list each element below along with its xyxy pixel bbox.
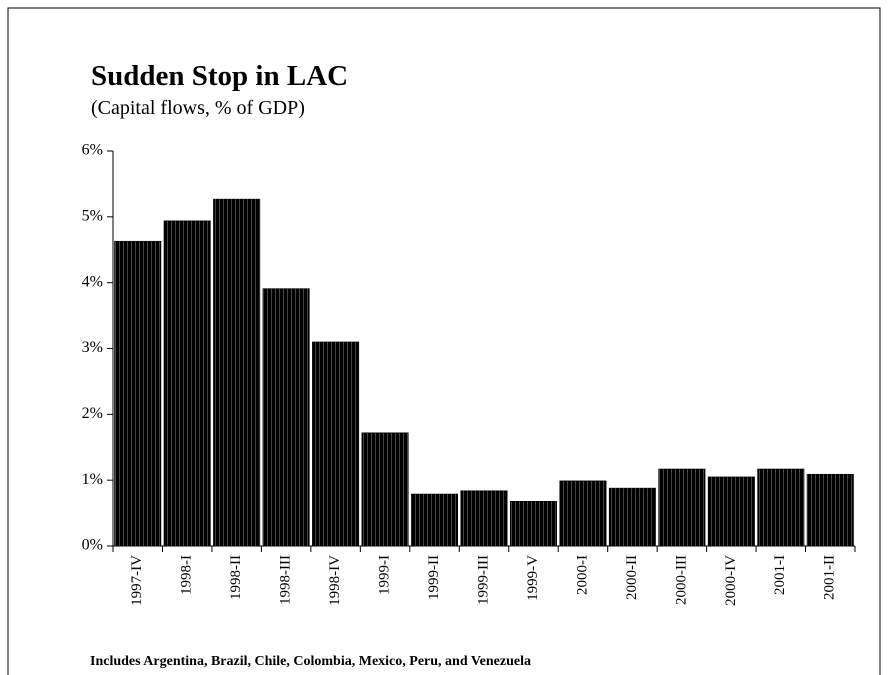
bar bbox=[262, 288, 310, 547]
y-tick-label: 2% bbox=[82, 405, 103, 422]
x-tick-label: 2000-II bbox=[624, 555, 640, 600]
x-tick-label: 2000-I bbox=[574, 555, 590, 595]
chart-title: Sudden Stop in LAC bbox=[91, 60, 348, 92]
bar bbox=[509, 500, 557, 547]
bar bbox=[114, 240, 162, 547]
bar bbox=[608, 487, 656, 547]
bar bbox=[658, 468, 706, 547]
x-tick-label: 1997-IV bbox=[129, 555, 145, 606]
x-tick-label: 2000-III bbox=[673, 555, 689, 605]
x-tick-label: 2000-IV bbox=[723, 555, 739, 606]
x-tick-label: 1999-I bbox=[377, 555, 393, 595]
y-tick-label: 0% bbox=[82, 537, 103, 554]
bar bbox=[411, 493, 459, 547]
frame bbox=[7, 7, 881, 675]
x-tick-label: 1998-IV bbox=[327, 555, 343, 606]
bar bbox=[312, 341, 360, 547]
y-tick-label: 5% bbox=[82, 208, 103, 225]
x-tick-label: 1999-V bbox=[525, 555, 541, 601]
bar bbox=[806, 473, 854, 547]
x-tick-label: 1998-III bbox=[278, 555, 294, 605]
y-tick-label: 3% bbox=[82, 339, 103, 356]
x-tick-label: 2001-II bbox=[822, 555, 838, 600]
x-tick-label: 2001-I bbox=[772, 555, 788, 595]
bar bbox=[163, 220, 211, 547]
bar bbox=[213, 198, 261, 547]
y-tick-label: 6% bbox=[82, 142, 103, 159]
bar bbox=[460, 490, 508, 547]
y-tick-label: 1% bbox=[82, 471, 103, 488]
x-tick-label: 1999-II bbox=[426, 555, 442, 600]
bar bbox=[707, 476, 755, 547]
x-tick-label: 1999-III bbox=[475, 555, 491, 605]
footnote: Includes Argentina, Brazil, Chile, Colom… bbox=[90, 654, 531, 669]
bar bbox=[559, 480, 607, 547]
bar bbox=[361, 432, 409, 547]
x-tick-label: 1998-I bbox=[179, 555, 195, 595]
x-tick-label: 1998-II bbox=[228, 555, 244, 600]
bar bbox=[757, 468, 805, 547]
chart-subtitle: (Capital flows, % of GDP) bbox=[91, 97, 305, 119]
y-tick-label: 4% bbox=[82, 273, 103, 290]
